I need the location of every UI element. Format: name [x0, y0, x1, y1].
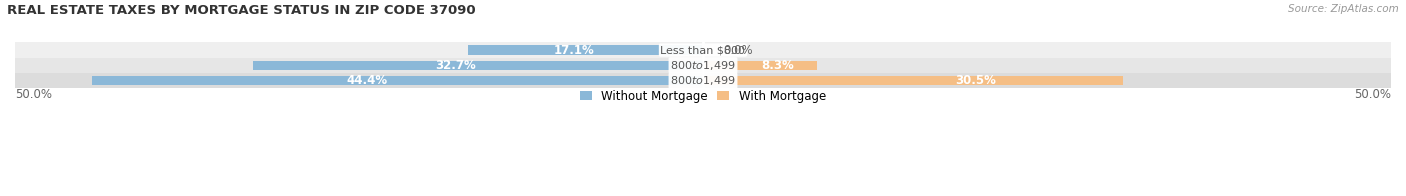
Text: $800 to $1,499: $800 to $1,499	[671, 74, 735, 87]
Bar	[91, 76, 703, 85]
Bar	[15, 73, 1391, 88]
Bar	[703, 76, 1122, 85]
Text: 17.1%: 17.1%	[553, 44, 593, 57]
Text: 8.3%: 8.3%	[761, 59, 793, 72]
Bar	[15, 58, 1391, 73]
Text: 30.5%: 30.5%	[955, 74, 997, 87]
Text: Less than $800: Less than $800	[661, 45, 745, 55]
Text: 44.4%: 44.4%	[346, 74, 388, 87]
Text: 32.7%: 32.7%	[434, 59, 475, 72]
Bar	[15, 43, 1391, 58]
Text: 0.0%: 0.0%	[724, 44, 754, 57]
Bar	[253, 61, 703, 70]
Text: 50.0%: 50.0%	[15, 88, 52, 101]
Text: REAL ESTATE TAXES BY MORTGAGE STATUS IN ZIP CODE 37090: REAL ESTATE TAXES BY MORTGAGE STATUS IN …	[7, 4, 475, 17]
Text: 50.0%: 50.0%	[1354, 88, 1391, 101]
Bar	[703, 61, 817, 70]
Text: $800 to $1,499: $800 to $1,499	[671, 59, 735, 72]
Legend: Without Mortgage, With Mortgage: Without Mortgage, With Mortgage	[575, 85, 831, 107]
Text: Source: ZipAtlas.com: Source: ZipAtlas.com	[1288, 4, 1399, 14]
Bar	[468, 45, 703, 55]
